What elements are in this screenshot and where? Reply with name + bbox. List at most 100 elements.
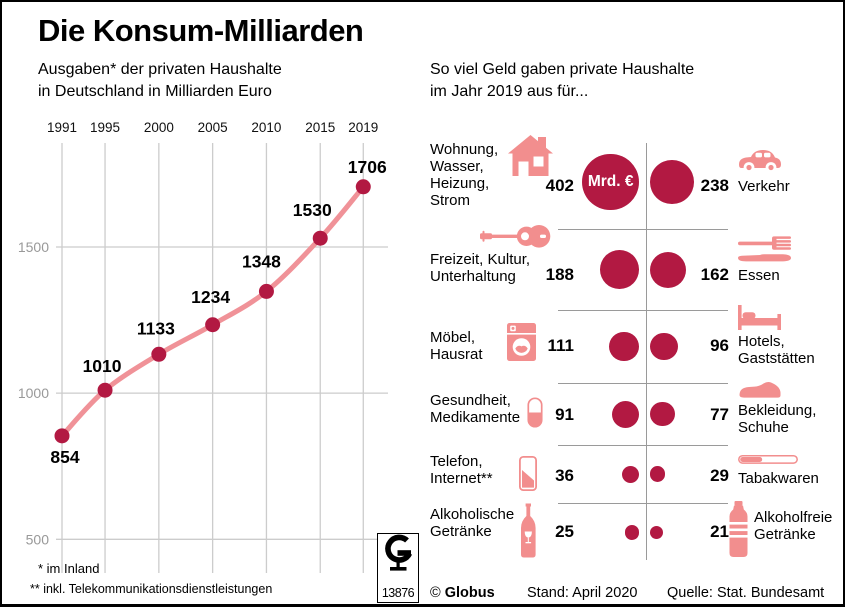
globus-logo: 13876	[377, 533, 419, 603]
svg-text:2005: 2005	[198, 120, 228, 135]
row-divider	[558, 445, 728, 446]
water-bottle-icon	[728, 501, 749, 558]
svg-text:1706: 1706	[348, 157, 387, 177]
value-bubble	[622, 465, 639, 483]
category-value: 111	[547, 336, 575, 355]
category-value: 96	[710, 336, 729, 355]
category-value: 162	[700, 265, 729, 284]
brand-name: Globus	[444, 585, 495, 601]
category-label: Freizeit, Kultur, Unterhaltung	[430, 251, 531, 285]
value-bubble	[650, 466, 666, 482]
category-right-block: Tabakwaren	[738, 454, 819, 487]
category-label: Essen	[738, 267, 780, 284]
value-bubble	[600, 250, 639, 289]
svg-text:1000: 1000	[18, 385, 49, 401]
category-value: 238	[700, 176, 729, 195]
washing-machine-icon	[507, 323, 536, 361]
svg-text:1991: 1991	[47, 120, 77, 135]
category-right-block: Verkehr	[738, 147, 790, 195]
category-label: Wohnung, Wasser, Heizung, Strom	[430, 141, 499, 209]
category-value: 91	[555, 405, 574, 424]
category-right-block: Alkoholfreie Getränke	[728, 501, 832, 558]
svg-text:500: 500	[26, 531, 50, 547]
shoe-icon	[738, 381, 781, 399]
svg-text:1234: 1234	[191, 287, 230, 307]
svg-text:2019: 2019	[348, 120, 378, 135]
copyright-symbol: ©	[430, 585, 441, 601]
value-bubble: Mrd. €	[582, 153, 639, 211]
category-row-getraenke: Alkoholische Getränke 25 21	[420, 501, 847, 562]
value-bubble	[650, 401, 675, 427]
category-value: 188	[545, 265, 574, 284]
value-bubble	[624, 525, 639, 540]
value-bubble	[609, 331, 639, 362]
value-bubble	[650, 526, 663, 539]
category-label: Bekleidung, Schuhe	[738, 402, 817, 436]
category-right-block: Bekleidung, Schuhe	[738, 381, 816, 436]
row-divider	[558, 310, 728, 311]
svg-text:1995: 1995	[90, 120, 120, 135]
car-icon	[738, 147, 782, 174]
category-row-telefon-tabak: Telefon, Internet** 36 29 Tabakwaren	[420, 445, 847, 503]
cigarette-icon	[738, 454, 798, 465]
row-divider	[558, 229, 728, 230]
category-label: Alkoholfreie Getränke	[754, 509, 833, 543]
row-divider	[558, 503, 728, 504]
category-right-block: Essen	[738, 236, 791, 284]
category-label: Möbel, Hausrat	[430, 329, 483, 363]
globus-g-icon	[385, 534, 413, 571]
spending-line-chart: 1991 1995 2000 2005 2010 2015 2019 500 1000 1500 8…	[18, 120, 388, 573]
footnote-telekommunikation: ** inkl. Telekommunikationsdienstleistun…	[30, 582, 273, 596]
wine-bottle-icon	[517, 503, 540, 558]
svg-text:854: 854	[50, 447, 79, 467]
category-value: 36	[555, 466, 574, 485]
svg-text:2010: 2010	[251, 120, 281, 135]
category-label: Gesundheit, Medikamente	[430, 392, 521, 426]
category-row-wohnung-verkehr: Wohnung, Wasser, Heizung, Strom 402 Mrd.…	[420, 135, 847, 229]
svg-text:1348: 1348	[242, 251, 281, 271]
source: Quelle: Stat. Bundesamt	[667, 585, 825, 601]
category-value: 77	[710, 405, 729, 424]
svg-text:2000: 2000	[144, 120, 174, 135]
category-value: 29	[710, 466, 729, 485]
svg-text:2015: 2015	[305, 120, 335, 135]
cutlery-icon	[738, 236, 791, 263]
vertical-divider	[646, 143, 647, 560]
category-row-moebel-hotels: Möbel, Hausrat 111 96	[420, 305, 847, 383]
status-date: Stand: April 2020	[527, 585, 638, 601]
left-chart-subtitle: Ausgaben* der privaten Haushalte in Deut…	[38, 61, 282, 100]
category-row-gesundheit-bekleidung: Gesundheit, Medikamente 91 77 Bekleidung…	[420, 381, 847, 445]
page-title: Die Konsum-Milliarden	[38, 13, 364, 48]
value-bubble	[650, 251, 686, 288]
footnote-inland: * im Inland	[38, 561, 100, 576]
value-bubble	[612, 400, 639, 428]
bed-icon	[738, 305, 781, 330]
svg-text:1010: 1010	[83, 356, 122, 376]
globus-id: 13876	[381, 586, 415, 600]
svg-text:1133: 1133	[137, 318, 175, 338]
value-bubble	[650, 160, 694, 204]
category-label: Telefon, Internet**	[430, 453, 493, 487]
category-row-freizeit-essen: Freizeit, Kultur, Unterhaltung 188 162	[420, 225, 847, 310]
category-value: 21	[710, 522, 729, 541]
svg-text:1500: 1500	[18, 239, 49, 255]
house-icon	[508, 135, 553, 176]
svg-text:1530: 1530	[293, 200, 332, 220]
category-value: 25	[555, 522, 574, 541]
category-label: Hotels, Gaststätten	[738, 333, 815, 367]
value-bubble	[650, 332, 678, 361]
category-label: Tabakwaren	[738, 470, 819, 487]
right-panel-subtitle: So viel Geld gaben private Haushalte im …	[430, 61, 695, 100]
category-right-block: Hotels, Gaststätten	[738, 305, 815, 367]
pill-icon	[527, 397, 543, 428]
copyright: © Globus	[430, 585, 495, 601]
guitar-icon	[480, 224, 551, 248]
row-divider	[558, 383, 728, 384]
category-label: Alkoholische Getränke	[430, 506, 515, 540]
category-label: Verkehr	[738, 178, 790, 195]
unit-label: Mrd. €	[587, 173, 634, 190]
categories-panel: Wohnung, Wasser, Heizung, Strom 402 Mrd.…	[420, 135, 847, 562]
category-value: 402	[545, 176, 574, 195]
smartphone-icon	[519, 456, 537, 491]
